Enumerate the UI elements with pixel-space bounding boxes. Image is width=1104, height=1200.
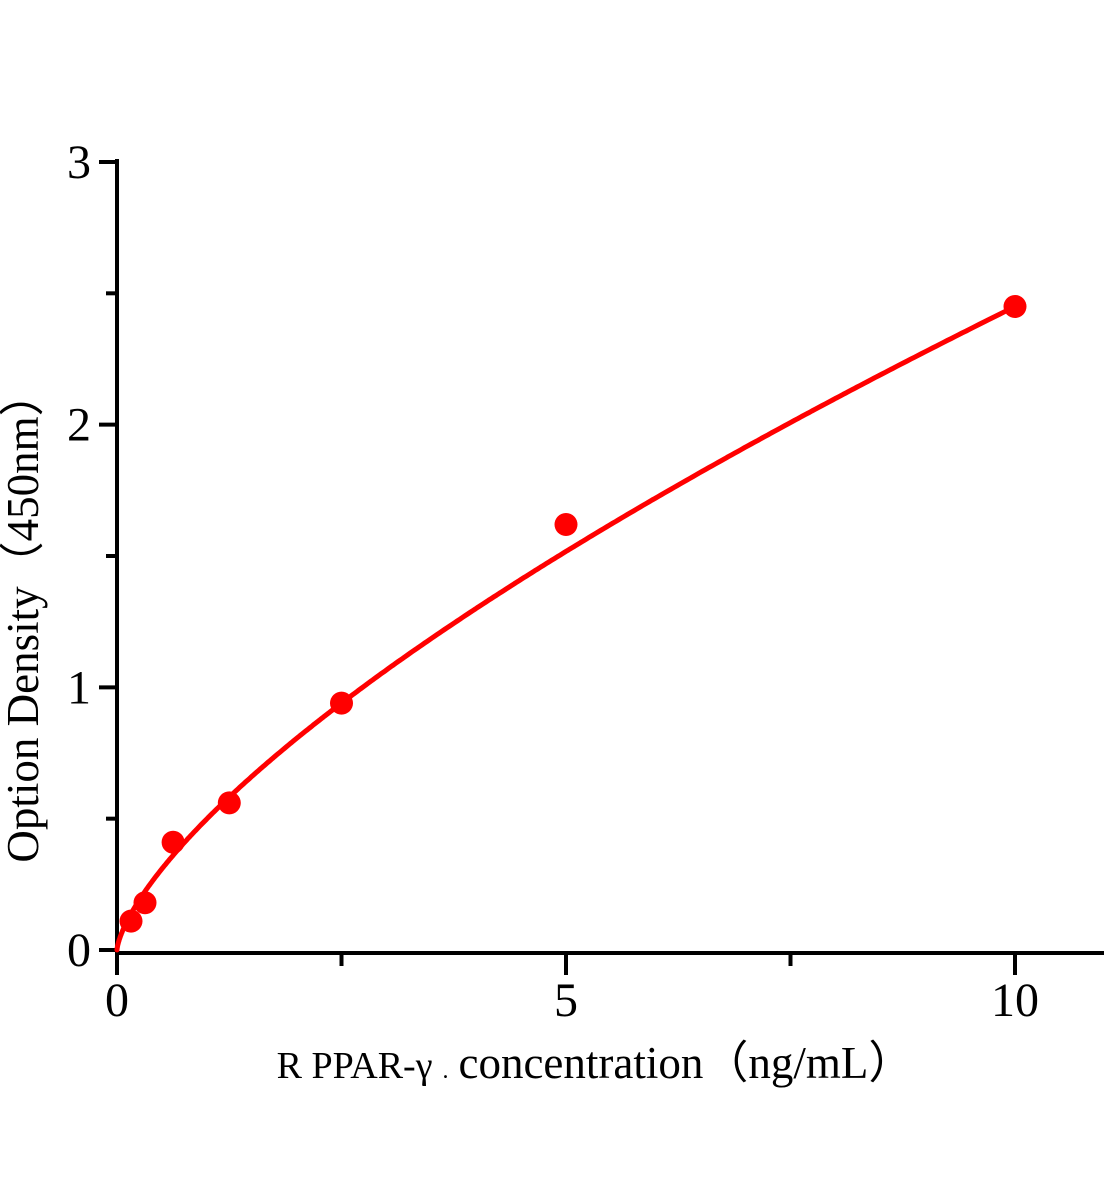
x-axis-title: R PPAR-γ. concentration（ng/mL）	[277, 1038, 914, 1088]
data-point-marker	[1003, 295, 1027, 318]
standard-curve-fit-line	[114, 304, 1018, 953]
x-axis-title-prefix: R PPAR-γ	[277, 1045, 433, 1087]
x-axis-title-separator: .	[442, 1058, 448, 1084]
y-tick-label: 1	[67, 661, 91, 714]
data-layer	[114, 295, 1027, 953]
data-point-marker	[119, 909, 143, 933]
data-point-marker	[133, 891, 157, 915]
x-axis-title-main: concentration（ng/mL）	[458, 1038, 913, 1088]
data-point-marker	[217, 791, 241, 815]
x-tick-label: 5	[554, 974, 578, 1027]
y-axis-title: Option Density（450nm）	[0, 371, 48, 862]
y-tick-label: 2	[67, 399, 91, 452]
data-point-marker	[330, 691, 353, 715]
x-tick-label: 0	[105, 974, 129, 1027]
data-point-marker	[161, 830, 185, 854]
y-tick-label: 0	[67, 924, 91, 977]
data-point-marker	[554, 513, 578, 536]
x-tick-label: 10	[991, 974, 1039, 1027]
y-tick-label: 3	[67, 136, 91, 189]
axes-layer: 0 5 10 0 1 2 3	[67, 136, 1104, 1027]
